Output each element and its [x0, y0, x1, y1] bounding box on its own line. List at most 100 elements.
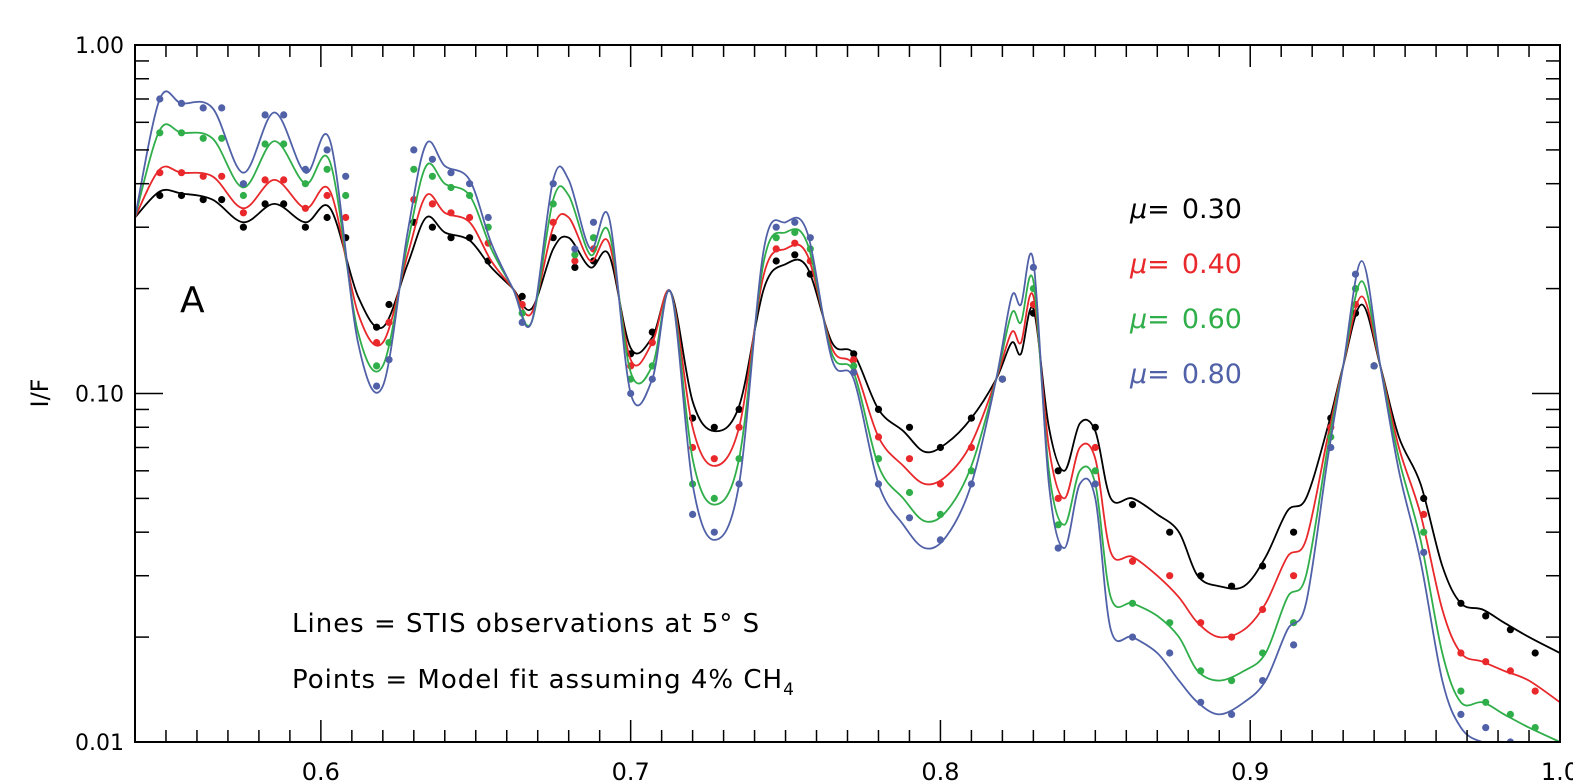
legend: μ= 0.30 μ= 0.40 μ= 0.60 μ= 0.80 [1129, 194, 1242, 390]
series-line-0 [135, 188, 1560, 654]
model-point [447, 209, 455, 217]
model-point [261, 200, 269, 208]
model-point [1197, 619, 1205, 627]
model-point [177, 169, 186, 177]
model-point [1091, 467, 1099, 475]
model-point [627, 389, 635, 398]
model-point [261, 140, 269, 148]
model-point [998, 375, 1007, 383]
model-point [428, 155, 436, 163]
model-point [1457, 599, 1465, 607]
model-point [1532, 746, 1539, 753]
x-tick-label: 0.9 [1231, 758, 1269, 782]
model-point [1370, 362, 1378, 370]
model-point [177, 191, 186, 200]
model-point [218, 104, 226, 112]
legend-mu-value: 0.80 [1182, 359, 1242, 390]
model-point [710, 423, 718, 431]
model-point [1351, 270, 1360, 278]
model-point [1531, 724, 1539, 732]
model-point [791, 228, 799, 236]
model-point [1482, 724, 1490, 732]
model-point [1054, 467, 1062, 475]
model-point [710, 528, 718, 536]
model-point [905, 455, 914, 463]
model-point [218, 134, 226, 142]
model-point [874, 480, 883, 488]
model-point [261, 111, 269, 119]
axes-layer: 0.6 0.7 0.8 0.9 1.0 1.00 0.10 0.01 [75, 34, 1573, 782]
model-point [648, 339, 656, 347]
model-point [772, 245, 780, 253]
model-point [447, 183, 455, 192]
model-point [1228, 633, 1236, 641]
model-point [518, 300, 526, 309]
model-point [323, 146, 331, 154]
model-point [466, 234, 474, 242]
model-point [323, 165, 331, 173]
model-point [1420, 510, 1428, 518]
model-point [1482, 698, 1490, 706]
annotation-points-subscript: 4 [783, 680, 795, 700]
model-point [1054, 494, 1062, 502]
model-point [199, 134, 207, 142]
model-point [571, 245, 579, 253]
model-point [710, 455, 718, 463]
model-point [1197, 572, 1205, 580]
model-point [549, 200, 557, 208]
model-point [1091, 423, 1099, 431]
model-point [772, 257, 780, 265]
model-point [323, 191, 331, 200]
model-point [156, 129, 164, 137]
model-point [518, 318, 526, 326]
model-point [239, 223, 247, 231]
series-line-3 [135, 90, 1509, 742]
model-point [342, 172, 350, 180]
model-point [850, 368, 858, 376]
model-point [280, 200, 288, 208]
model-point [571, 251, 579, 259]
model-point [373, 323, 381, 331]
legend-entry: μ= 0.40 [1129, 249, 1242, 280]
model-point [1166, 619, 1174, 627]
model-point [1259, 649, 1267, 657]
model-point [648, 362, 656, 370]
model-point [874, 405, 883, 413]
model-point [385, 356, 393, 364]
annotation-points-text: Points = Model fit assuming 4% CH [292, 665, 783, 695]
annotation-points: Points = Model fit assuming 4% CH4 [292, 665, 795, 700]
model-point [1531, 687, 1539, 695]
model-point [735, 423, 743, 431]
model-point [199, 196, 207, 204]
model-point [710, 494, 718, 502]
model-point [905, 488, 914, 497]
model-point [1166, 572, 1174, 580]
model-point [1259, 677, 1267, 685]
legend-entry: μ= 0.80 [1129, 359, 1242, 390]
y-tick-label: 1.00 [75, 34, 124, 59]
model-point [177, 99, 186, 107]
model-point [735, 480, 743, 488]
model-point [1259, 562, 1267, 570]
model-point [1054, 521, 1062, 529]
model-point [806, 234, 814, 242]
model-point [218, 196, 226, 204]
model-point [689, 510, 697, 518]
legend-mu-value: 0.40 [1182, 249, 1242, 280]
model-point [1228, 677, 1236, 685]
legend-mu-value: 0.60 [1182, 304, 1242, 335]
model-point [936, 510, 945, 518]
model-point [323, 213, 331, 222]
model-point [1457, 687, 1465, 695]
model-point [1420, 494, 1428, 502]
model-point [936, 480, 945, 488]
model-point [301, 204, 309, 212]
model-point [1197, 667, 1205, 675]
model-point [772, 234, 780, 242]
model-point [1290, 641, 1298, 649]
model-point [967, 467, 976, 475]
model-point [1457, 649, 1465, 657]
model-point [850, 356, 858, 364]
model-point [1290, 572, 1298, 580]
model-point [1482, 658, 1490, 666]
